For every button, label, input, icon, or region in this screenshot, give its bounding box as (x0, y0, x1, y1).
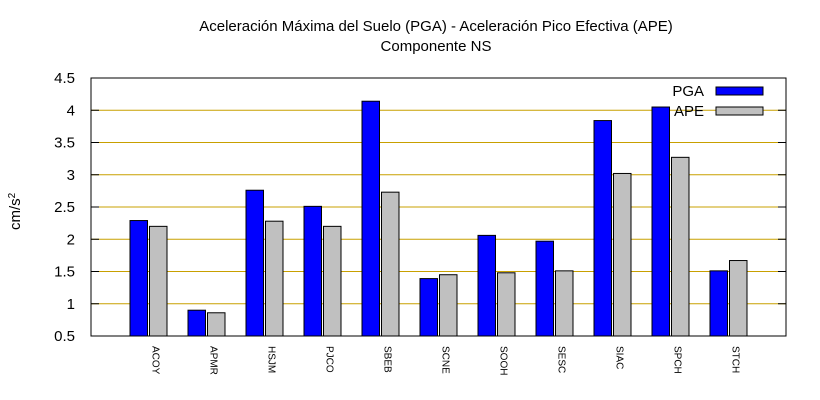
x-axis-ticks: ACOY APMR HSJM PJCO SBEB SCNE SOOH SESC SIAC SPCH… (150, 346, 741, 375)
y-axis-label-base: cm/s (7, 198, 24, 230)
bar-ape-spch (671, 156, 690, 337)
bar-ape-hsjm (265, 220, 284, 337)
bar-pga-acoy (129, 220, 148, 337)
bar-ape-apmr (207, 312, 226, 337)
bar-ape-scne (439, 274, 458, 337)
bar-pga-stch (709, 270, 728, 337)
x-tick-label: HSJM (266, 346, 277, 373)
y-axis-ticks: 0.5 1 1.5 2 2.5 3 3.5 4 4.5 (54, 70, 786, 345)
x-tick-label: PJCO (324, 346, 335, 373)
y-tick-label: 3.5 (54, 135, 75, 152)
bar-ape-sooh (497, 272, 516, 337)
bar-ape-stch (729, 260, 748, 337)
bar-pga-sooh (477, 234, 496, 337)
x-tick-label: SBEB (382, 346, 393, 373)
bar-pga-siac (593, 120, 612, 337)
y-tick-label: 3 (67, 167, 75, 184)
x-tick-label: SIAC (614, 346, 625, 369)
y-tick-label: 2 (67, 231, 75, 248)
gridlines (91, 109, 786, 305)
x-tick-label: SCNE (440, 346, 451, 374)
y-tick-label: 2.5 (54, 199, 75, 216)
bar-ape-sbeb (381, 191, 400, 337)
bar-ape-siac (613, 172, 632, 337)
y-axis-label: cm/s2 (7, 192, 25, 230)
x-tick-label: ACOY (150, 346, 161, 375)
chart-subtitle: Componente NS (381, 38, 492, 55)
y-tick-label: 1.5 (54, 264, 75, 281)
bar-ape-pjco (323, 225, 342, 337)
x-tick-label: SESC (556, 346, 567, 373)
bar-pga-sbeb (361, 100, 380, 337)
bar-pga-apmr (187, 309, 206, 337)
y-tick-label: 0.5 (54, 328, 75, 345)
y-tick-label: 4.5 (54, 70, 75, 87)
legend-swatch-pga (715, 86, 764, 96)
legend-label-pga: PGA (672, 83, 704, 100)
bar-pga-spch (651, 106, 670, 337)
x-tick-label: SOOH (498, 346, 509, 375)
y-axis-label-exponent: 2 (7, 192, 18, 198)
legend-swatch-ape (715, 106, 764, 116)
bar-pga-hsjm (245, 189, 264, 337)
chart-title: Aceleración Máxima del Suelo (PGA) - Ace… (199, 18, 673, 35)
bar-pga-pjco (303, 205, 322, 337)
x-tick-label: STCH (730, 346, 741, 373)
bar-pga-scne (419, 278, 438, 337)
x-tick-label: APMR (208, 346, 219, 375)
bar-ape-acoy (149, 225, 168, 337)
bars (129, 100, 748, 337)
y-tick-label: 4 (67, 102, 75, 119)
x-tick-label: SPCH (672, 346, 683, 374)
y-tick-label: 1 (67, 296, 75, 313)
legend-label-ape: APE (674, 103, 704, 120)
legend: PGA APE (672, 83, 764, 120)
bar-pga-sesc (535, 240, 554, 337)
plot-frame (90, 77, 787, 337)
bar-ape-sesc (555, 270, 574, 337)
